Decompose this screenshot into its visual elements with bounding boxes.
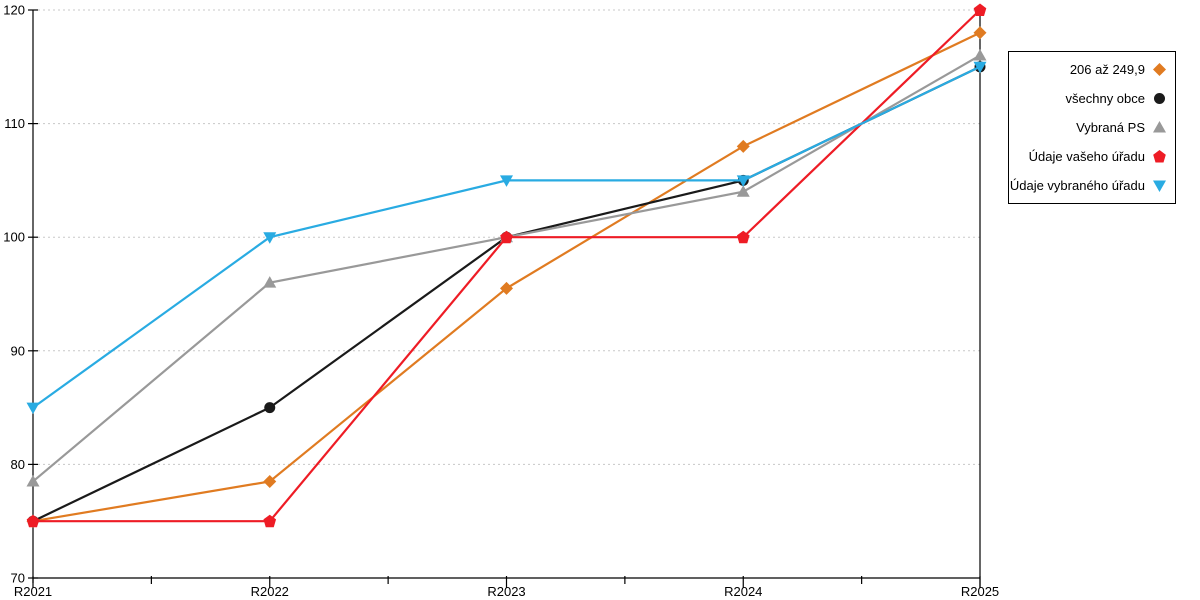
triangle-up-icon [1153, 121, 1166, 133]
y-tick-label: 110 [4, 116, 25, 131]
y-tick-label: 120 [3, 3, 25, 18]
y-tick-label: 90 [11, 343, 25, 358]
legend-item-label: 206 až 249,9 [1069, 62, 1145, 77]
legend-item: Vybraná PS [1009, 120, 1175, 135]
pentagon-marker-icon [26, 514, 40, 528]
diamond-marker-icon [263, 474, 277, 488]
legend-item-label: všechny obce [1065, 91, 1146, 106]
diamond-marker-icon [973, 26, 987, 40]
triangle-down-marker-icon [263, 232, 277, 244]
pentagon-icon [1153, 150, 1166, 163]
legend-item: 206 až 249,9 [1009, 62, 1175, 77]
triangle-up-marker-icon [263, 276, 277, 288]
legend-item: Údaje vybraného úřadu [1009, 178, 1175, 193]
legend-item: Údaje vašeho úřadu [1009, 149, 1175, 164]
diamond-icon [1153, 63, 1166, 76]
circle-icon [1154, 93, 1165, 104]
x-tick-label: R2021 [14, 584, 52, 599]
series-line-2 [32, 54, 981, 483]
triangle-up-marker-icon [973, 48, 987, 61]
x-tick-label: R2022 [251, 584, 289, 599]
y-tick-label: 80 [11, 457, 25, 472]
triangle-up-marker-icon [736, 185, 750, 197]
legend: 206 až 249,9 všechny obce Vybraná PS Údaje … [1008, 51, 1176, 204]
y-tick-label: 100 [3, 230, 25, 245]
y-tick-label: 70 [11, 571, 25, 586]
legend-item-label: Údaje vašeho úřadu [1028, 149, 1145, 164]
x-tick-label: R2024 [724, 584, 762, 599]
pentagon-marker-icon [973, 3, 987, 16]
triangle-down-icon [1153, 180, 1166, 192]
pentagon-marker-icon [736, 230, 750, 244]
pentagon-marker-icon [263, 514, 277, 528]
legend-item: všechny obce [1009, 91, 1175, 106]
pentagon-marker-icon [500, 230, 513, 244]
x-tick-label: R2025 [961, 584, 999, 599]
triangle-down-marker-icon [500, 175, 513, 187]
x-tick-label: R2023 [487, 584, 525, 599]
series-line-3 [33, 9, 981, 523]
triangle-down-marker-icon [736, 175, 750, 187]
triangle-down-marker-icon [26, 402, 40, 415]
triangle-up-marker-icon [26, 474, 40, 487]
series-line-0 [32, 31, 981, 523]
legend-item-label: Vybraná PS [1076, 120, 1145, 135]
diamond-marker-icon [736, 139, 750, 153]
legend-item-label: Údaje vybraného úřadu [1009, 178, 1145, 193]
diamond-marker-icon [500, 281, 513, 295]
triangle-down-marker-icon [973, 61, 987, 74]
circle-marker-icon [264, 402, 276, 414]
